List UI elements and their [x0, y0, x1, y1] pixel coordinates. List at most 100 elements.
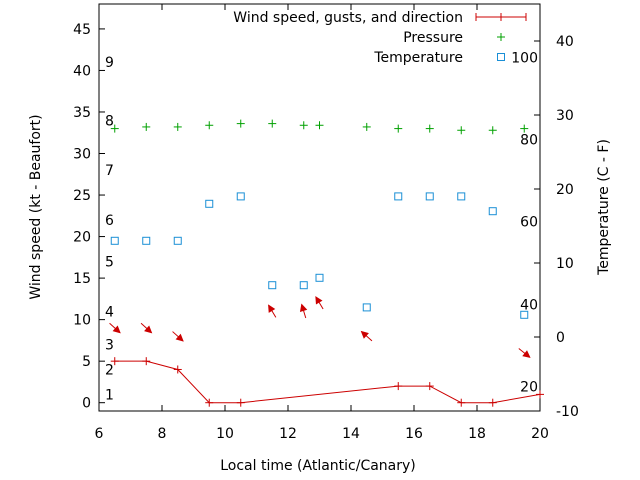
- wind-point: [394, 382, 403, 391]
- y-axis-right: -10 0 10 20 30 40: [534, 34, 579, 420]
- x-tick-label: 16: [405, 426, 423, 442]
- wind-direction-arrow: [299, 303, 308, 319]
- y-left-tick-label: 30: [73, 147, 91, 163]
- pressure-series: [110, 119, 529, 135]
- temperature-point: [236, 192, 245, 201]
- legend-label: Pressure: [403, 30, 463, 46]
- beaufort-label: 6: [105, 213, 114, 229]
- temperature-point: [425, 192, 434, 201]
- beaufort-label: 1: [105, 387, 114, 403]
- legend-label: Temperature: [373, 50, 463, 66]
- y-axis-right-label: Temperature (C - F): [596, 139, 612, 276]
- pressure-point: [315, 121, 324, 130]
- y-axis-left-label: Wind speed (kt - Beaufort): [28, 114, 44, 299]
- wind-direction-arrow: [140, 322, 153, 334]
- beaufort-label: 8: [105, 113, 114, 129]
- pressure-point: [110, 124, 119, 133]
- x-tick-label: 6: [95, 426, 104, 442]
- plot-frame: [98, 3, 541, 412]
- wind-direction-arrow: [315, 296, 324, 310]
- fahrenheit-scale: 20 40 60 80 100: [511, 50, 538, 395]
- wind-point: [173, 365, 182, 374]
- y-right-tick-label: 30: [556, 108, 574, 124]
- pressure-point: [425, 124, 434, 133]
- temperature-point: [299, 281, 308, 290]
- x-tick-label: 10: [216, 426, 234, 442]
- pressure-point: [488, 126, 497, 135]
- wind-direction-arrow: [360, 330, 373, 342]
- temperature-point: [173, 236, 182, 245]
- beaufort-label: 9: [105, 55, 114, 71]
- wind-point: [536, 390, 544, 399]
- pressure-point: [299, 121, 308, 130]
- y-left-tick-label: 15: [73, 271, 91, 287]
- wind-point: [236, 398, 245, 407]
- y-left-tick-label: 0: [82, 396, 91, 412]
- plot-border: [98, 3, 541, 412]
- wind-direction-arrow: [268, 304, 277, 318]
- x-tick-label: 18: [468, 426, 486, 442]
- wind-direction-head: [268, 304, 276, 313]
- temperature-point: [142, 236, 151, 245]
- wind-direction-head: [175, 333, 184, 342]
- y-left-tick-label: 45: [73, 22, 91, 38]
- fahrenheit-label: 60: [520, 215, 538, 231]
- pressure-point: [362, 122, 371, 131]
- pressure-point: [205, 121, 214, 130]
- fahrenheit-label: 80: [520, 132, 538, 148]
- y-right-tick-label: 20: [556, 182, 574, 198]
- fahrenheit-label: 20: [520, 380, 538, 396]
- pressure-point: [394, 124, 403, 133]
- legend-temperature-square: [497, 53, 505, 61]
- beaufort-scale: 1 2 3 4 5 6 7 8 9: [105, 55, 114, 403]
- fahrenheit-label: 40: [520, 297, 538, 313]
- y-right-tick-label: -10: [556, 404, 579, 420]
- legend-label: Wind speed, gusts, and direction: [233, 10, 463, 26]
- beaufort-label: 5: [105, 254, 114, 270]
- wind-point: [110, 357, 119, 366]
- x-axis-label: Local time (Atlantic/Canary): [220, 458, 416, 474]
- wind-point: [425, 382, 434, 391]
- beaufort-label: 4: [105, 304, 114, 320]
- wind-direction-head: [112, 325, 121, 334]
- y-left-tick-label: 10: [73, 313, 91, 329]
- temperature-point: [205, 199, 214, 208]
- y-right-tick-label: 10: [556, 256, 574, 272]
- y-axis-left: 0 5 10 15 20 25 30 35 40 45: [73, 22, 105, 412]
- wind-direction-series: [109, 296, 531, 358]
- wind-direction-head: [360, 330, 369, 339]
- y-left-tick-label: 35: [73, 105, 91, 121]
- pressure-point: [173, 122, 182, 131]
- y-left-tick-label: 20: [73, 230, 91, 246]
- wind-point: [205, 398, 214, 407]
- y-left-tick-label: 25: [73, 188, 91, 204]
- temperature-point: [315, 273, 324, 282]
- y-left-tick-label: 40: [73, 63, 91, 79]
- wind-direction-arrow: [172, 331, 184, 342]
- x-tick-label: 14: [342, 426, 360, 442]
- wind-direction-head: [299, 303, 308, 312]
- pressure-point: [457, 126, 466, 135]
- wind-direction-head: [315, 296, 323, 305]
- x-tick-label: 20: [531, 426, 549, 442]
- temperature-point: [110, 236, 119, 245]
- wind-point: [457, 398, 466, 407]
- x-axis: 6 8 10 12 14 16 18 20: [95, 4, 549, 442]
- legend: Wind speed, gusts, and direction Pressure…: [233, 10, 527, 66]
- y-left-tick-label: 5: [82, 354, 91, 370]
- wind-point: [488, 398, 497, 407]
- temperature-point: [520, 310, 529, 319]
- beaufort-label: 2: [105, 362, 114, 378]
- temperature-point: [268, 281, 277, 290]
- wind-line: [114, 360, 541, 404]
- fahrenheit-label: 100: [511, 50, 538, 66]
- wind-direction-arrow: [518, 348, 531, 358]
- pressure-point: [142, 122, 151, 131]
- beaufort-label: 7: [105, 163, 114, 179]
- wind-direction-head: [522, 350, 531, 358]
- pressure-point: [520, 124, 529, 133]
- wind-direction-arrow: [109, 322, 121, 334]
- wind-point: [142, 357, 151, 366]
- x-tick-label: 12: [279, 426, 297, 442]
